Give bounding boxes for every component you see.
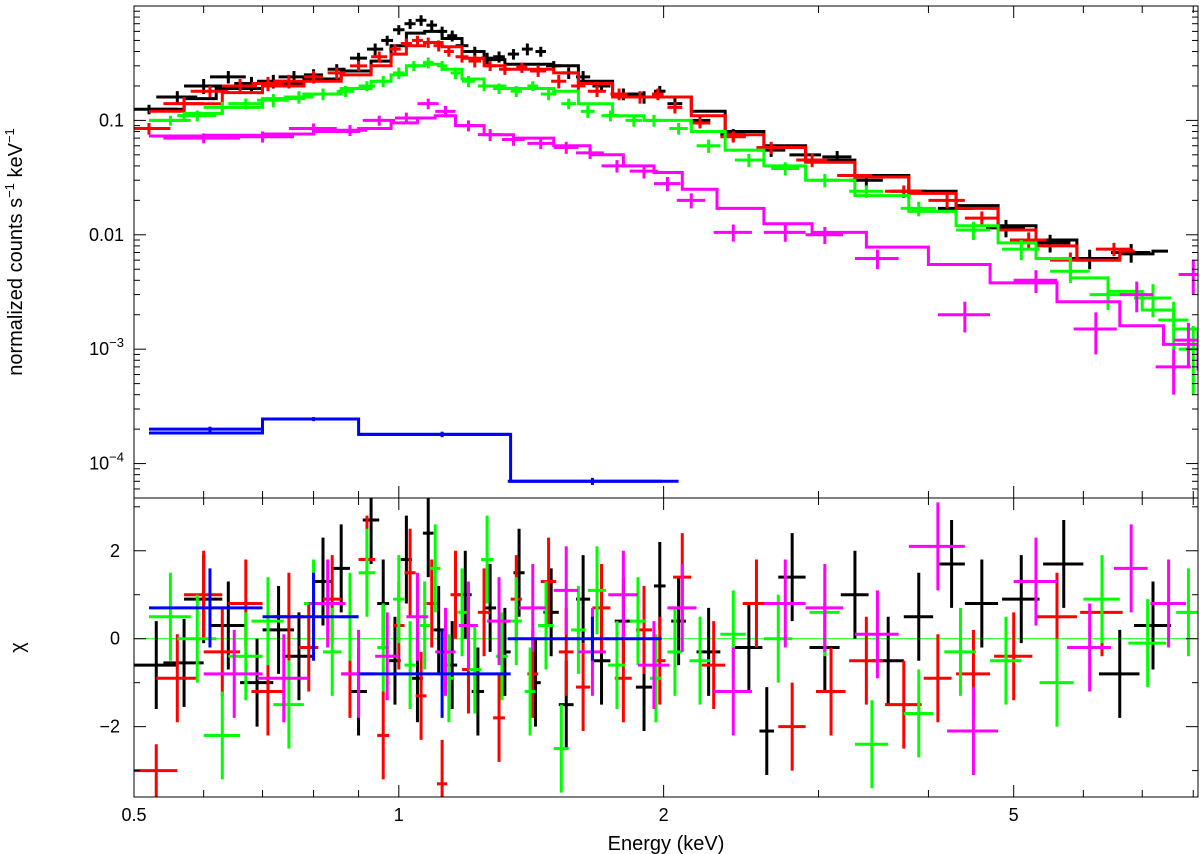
chi-tick-label-2: −2 — [99, 717, 120, 737]
residual-series-magenta — [203, 502, 1187, 776]
y-tick-label-1: 0.01 — [89, 225, 124, 245]
chi-tick-label-0: 2 — [110, 541, 120, 561]
x-tick-label-0: 0.5 — [121, 805, 146, 825]
axes-layer — [133, 5, 1199, 798]
y-tick-label-2: 10−3 — [89, 335, 124, 359]
y-tick-label-3: 10−4 — [89, 450, 124, 474]
x-axis-title: Energy (keV) — [608, 833, 725, 854]
residual-series-green — [148, 515, 1198, 793]
x-tick-label-2: 2 — [659, 805, 669, 825]
y-axis-title: normalized counts s−1 keV−1 — [2, 128, 27, 376]
spectrum-series-layer — [134, 15, 1198, 485]
y-tick-label-0: 0.1 — [99, 110, 124, 130]
chi-tick-label-1: 0 — [110, 629, 120, 649]
bottom-panel-frame — [133, 497, 1199, 798]
model-line-red — [149, 41, 1135, 262]
model-line-magenta — [149, 114, 1198, 371]
spectrum-series-red — [134, 35, 1135, 270]
residual-series-layer — [134, 498, 1198, 797]
x-tick-label-3: 5 — [1009, 805, 1019, 825]
residual-series-blue — [148, 568, 662, 718]
labels-layer: 0.1 0.01 10−3 10−4 2 0 −2 0.5 1 2 5 Energy (keV) nor… — [2, 110, 1019, 854]
x-tick-label-1: 1 — [394, 805, 404, 825]
model-line-black — [149, 29, 1168, 260]
spectrum-series-magenta — [149, 98, 1198, 395]
chi-axis-title: χ — [7, 642, 29, 653]
spectrum-series-blue — [148, 417, 679, 485]
